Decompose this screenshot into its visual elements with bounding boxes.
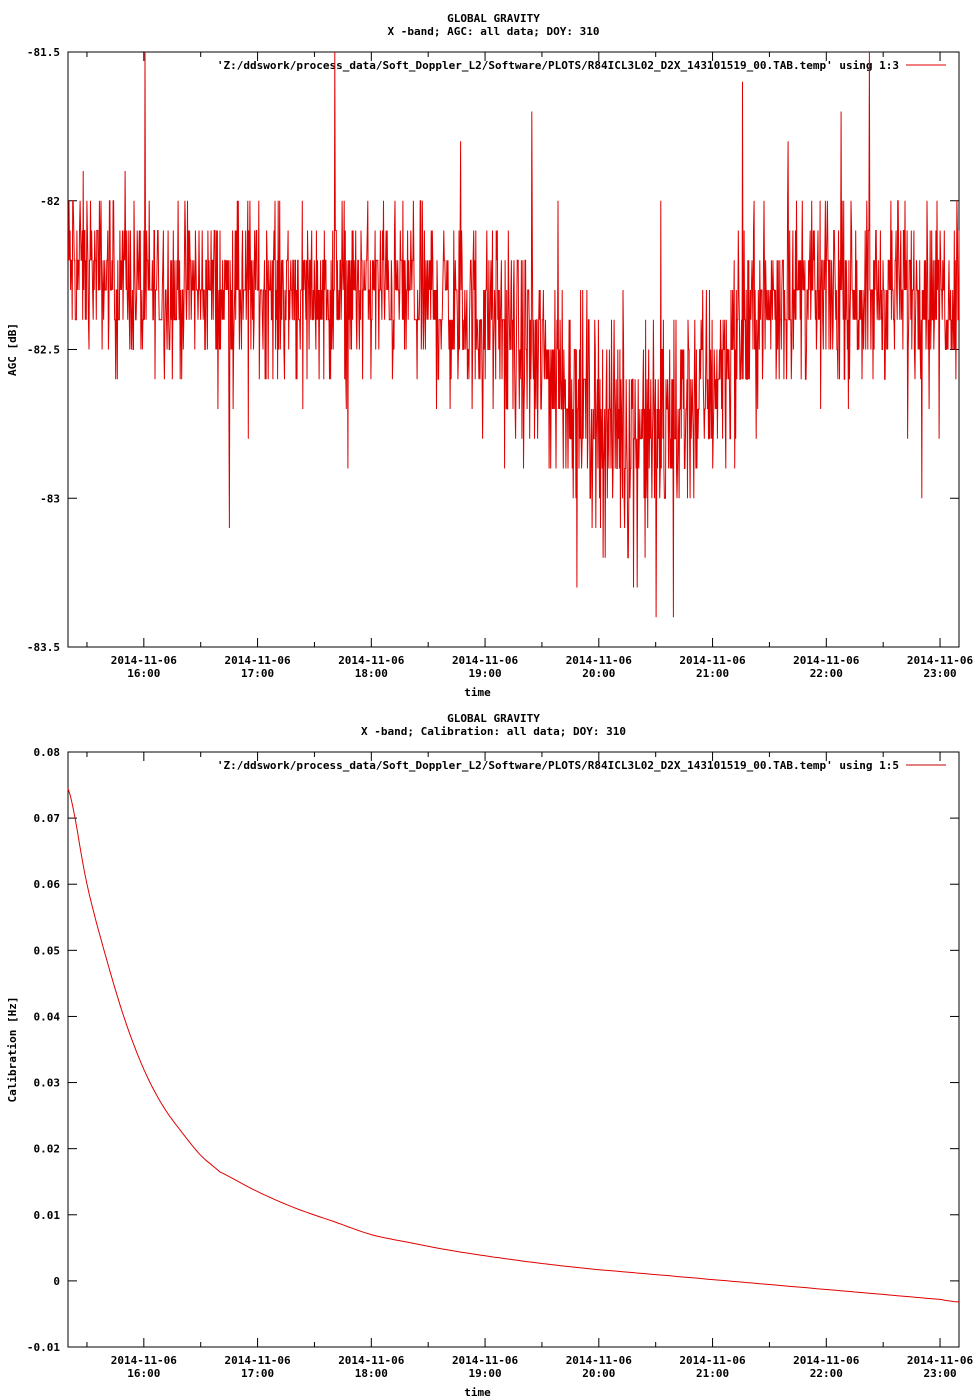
x-tick-label-date: 2014-11-06 [338, 1354, 405, 1367]
x-tick-label-date: 2014-11-06 [452, 1354, 519, 1367]
x-tick-label-time: 21:00 [696, 1367, 729, 1380]
x-tick-label-time: 20:00 [582, 667, 615, 680]
y-tick-label: 0.01 [34, 1209, 61, 1222]
x-tick-label-date: 2014-11-06 [679, 654, 746, 667]
agc-trace [68, 51, 960, 618]
x-tick-label-time: 17:00 [241, 1367, 274, 1380]
y-tick-label: 0.06 [34, 878, 61, 891]
x-tick-label-date: 2014-11-06 [907, 654, 974, 667]
y-tick-label: -83 [40, 492, 60, 505]
x-tick-label-date: 2014-11-06 [224, 1354, 291, 1367]
x-tick-label-date: 2014-11-06 [907, 1354, 974, 1367]
x-tick-label-time: 16:00 [127, 1367, 160, 1380]
x-tick-label-time: 18:00 [355, 1367, 388, 1380]
y-tick-label: -83.5 [27, 641, 60, 654]
legend-label: 'Z:/ddswork/process_data/Soft_Doppler_L2… [217, 59, 899, 72]
x-axis-label: time [464, 686, 491, 699]
x-tick-label-time: 19:00 [469, 1367, 502, 1380]
x-tick-label-time: 16:00 [127, 667, 160, 680]
x-tick-label-date: 2014-11-06 [679, 1354, 746, 1367]
x-tick-label-time: 21:00 [696, 667, 729, 680]
x-tick-label-time: 23:00 [923, 1367, 956, 1380]
y-tick-label: 0.03 [34, 1077, 61, 1090]
y-axis-label: Calibration [Hz] [6, 997, 19, 1103]
x-tick-label-time: 17:00 [241, 667, 274, 680]
legend-label: 'Z:/ddswork/process_data/Soft_Doppler_L2… [217, 759, 899, 772]
x-tick-label-date: 2014-11-06 [793, 1354, 860, 1367]
y-tick-label: 0.07 [34, 812, 61, 825]
y-tick-label: -82 [40, 195, 60, 208]
x-tick-label-date: 2014-11-06 [111, 654, 178, 667]
x-tick-label-time: 20:00 [582, 1367, 615, 1380]
x-tick-label-date: 2014-11-06 [338, 654, 405, 667]
x-tick-label-date: 2014-11-06 [566, 654, 633, 667]
x-tick-label-date: 2014-11-06 [452, 654, 519, 667]
x-tick-label-time: 22:00 [810, 1367, 843, 1380]
chart-subtitle: X -band; Calibration: all data; DOY: 310 [361, 725, 626, 738]
chart-title: GLOBAL GRAVITY [447, 12, 540, 25]
calibration-trace [67, 788, 960, 1303]
x-tick-label-time: 18:00 [355, 667, 388, 680]
y-tick-label: 0.04 [34, 1010, 61, 1023]
y-tick-label: 0.05 [34, 944, 61, 957]
x-tick-label-date: 2014-11-06 [566, 1354, 633, 1367]
x-tick-label-time: 22:00 [810, 667, 843, 680]
chart-subtitle: X -band; AGC: all data; DOY: 310 [388, 25, 600, 38]
x-tick-label-date: 2014-11-06 [793, 654, 860, 667]
y-tick-label: 0 [53, 1275, 60, 1288]
chart-title: GLOBAL GRAVITY [447, 712, 540, 725]
y-tick-label: 0.02 [34, 1143, 61, 1156]
x-tick-label-time: 23:00 [923, 667, 956, 680]
y-tick-label: -0.01 [27, 1341, 60, 1354]
x-tick-label-date: 2014-11-06 [111, 1354, 178, 1367]
y-tick-label: -82.5 [27, 344, 60, 357]
x-axis-label: time [464, 1386, 491, 1399]
y-axis-label: AGC [dB] [6, 323, 19, 376]
y-tick-label: 0.08 [34, 746, 61, 759]
plot-frame [67, 751, 960, 1348]
y-tick-label: -81.5 [27, 46, 60, 59]
x-tick-label-date: 2014-11-06 [224, 654, 291, 667]
x-tick-label-time: 19:00 [469, 667, 502, 680]
